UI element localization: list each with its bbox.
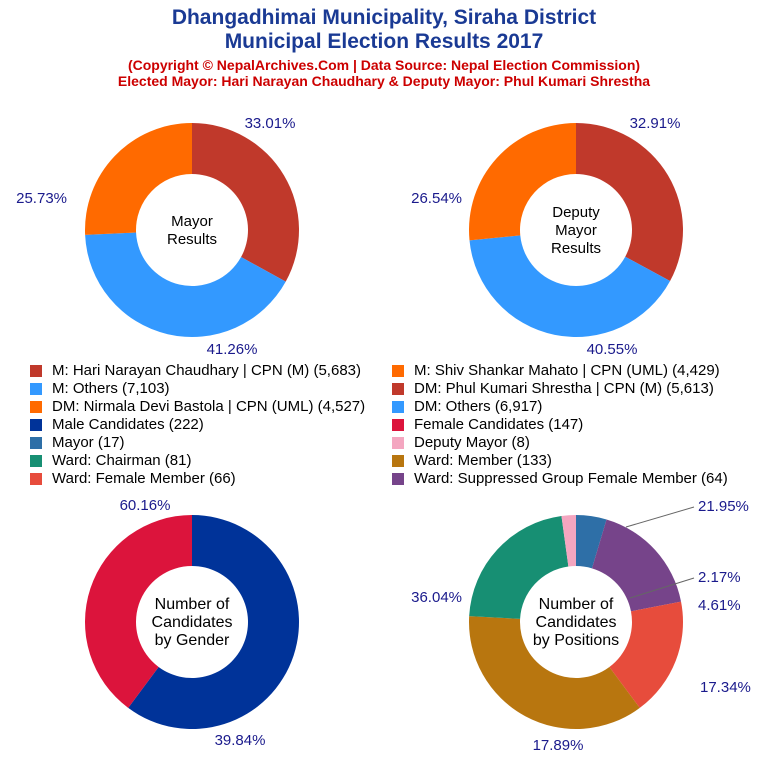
donut-center-label: Results bbox=[167, 231, 217, 248]
legend-swatch bbox=[392, 437, 404, 449]
donut-slice bbox=[591, 519, 682, 612]
legend-swatch bbox=[30, 365, 42, 377]
legend-swatch bbox=[30, 419, 42, 431]
leader-line bbox=[629, 577, 695, 599]
donut-center-label: Candidates bbox=[536, 614, 617, 631]
legend-swatch bbox=[30, 401, 42, 413]
donut-center-label: Number of bbox=[539, 596, 614, 613]
donut-slice bbox=[561, 515, 576, 567]
legend-swatch bbox=[392, 383, 404, 395]
legend-label: Ward: Female Member (66) bbox=[52, 470, 236, 487]
chart-subtitle-elected: Elected Mayor: Hari Narayan Chaudhary & … bbox=[117, 73, 651, 89]
legend-swatch bbox=[392, 473, 404, 485]
donut-slice bbox=[576, 515, 607, 569]
legend-swatch bbox=[30, 473, 42, 485]
donut-center-label: by Positions bbox=[533, 632, 619, 649]
legend-swatch bbox=[30, 455, 42, 467]
donut-center-label: Number of bbox=[155, 596, 230, 613]
donut-slice bbox=[85, 232, 286, 338]
donut-slice bbox=[469, 515, 569, 619]
donut-center-label: by Gender bbox=[155, 632, 230, 649]
slice-percent-label: 32.91% bbox=[630, 115, 681, 132]
donut-slice bbox=[85, 123, 192, 235]
legend-label: Ward: Suppressed Group Female Member (64… bbox=[414, 470, 728, 487]
donut-slice bbox=[576, 123, 683, 282]
slice-percent-label: 33.01% bbox=[245, 115, 296, 132]
donut-slice bbox=[468, 616, 640, 730]
chart-title: Dhangadhimai Municipality, Siraha Distri… bbox=[171, 6, 597, 29]
donut-chart: 4.61% 17.34% 17.89% 36.04% 21.95% 2.17% Number… bbox=[411, 498, 751, 754]
slice-percent-label: 21.95% bbox=[698, 498, 749, 515]
slice-percent-label: 40.55% bbox=[587, 341, 638, 358]
legend-swatch bbox=[30, 383, 42, 395]
slice-percent-label: 36.04% bbox=[411, 589, 462, 606]
legend-label: M: Hari Narayan Chaudhary | CPN (M) (5,6… bbox=[52, 362, 361, 379]
legend-swatch bbox=[30, 437, 42, 449]
donut-slice bbox=[469, 235, 671, 337]
donut-center-label: Results bbox=[551, 240, 601, 257]
legend-label: Ward: Chairman (81) bbox=[52, 452, 192, 469]
slice-percent-label: 17.89% bbox=[533, 737, 584, 754]
donut-slice bbox=[128, 515, 299, 729]
legend: M: Hari Narayan Chaudhary | CPN (M) (5,6… bbox=[0, 362, 768, 488]
donut-slice bbox=[192, 123, 299, 282]
donut-center-label: Mayor bbox=[555, 222, 597, 239]
slice-percent-label: 17.34% bbox=[700, 679, 751, 696]
legend-label: Deputy Mayor (8) bbox=[414, 434, 530, 451]
legend-label: DM: Nirmala Devi Bastola | CPN (UML) (4,… bbox=[52, 398, 366, 415]
donut-center-label: Candidates bbox=[152, 614, 233, 631]
legend-swatch bbox=[392, 401, 404, 413]
legend-swatch bbox=[392, 455, 404, 467]
legend-label: M: Others (7,103) bbox=[52, 380, 170, 397]
donut-slice bbox=[469, 123, 576, 241]
legend-label: Mayor (17) bbox=[52, 434, 125, 451]
donut-center-label: Deputy bbox=[552, 204, 600, 221]
legend-label: DM: Others (6,917) bbox=[414, 398, 543, 415]
chart-title-line-2: Municipal Election Results 2017 bbox=[224, 30, 544, 53]
slice-percent-label: 25.73% bbox=[16, 190, 67, 207]
donut-slice bbox=[84, 515, 192, 708]
slice-percent-label: 4.61% bbox=[698, 597, 741, 614]
legend-label: DM: Phul Kumari Shrestha | CPN (M) (5,61… bbox=[414, 380, 714, 397]
leader-line bbox=[625, 506, 695, 528]
legend-swatch bbox=[392, 419, 404, 431]
chart-subtitle-source: (Copyright © NepalArchives.Com | Data So… bbox=[127, 57, 641, 73]
donut-center-label: Mayor bbox=[171, 213, 213, 230]
slice-percent-label: 39.84% bbox=[215, 732, 266, 749]
donut-slice bbox=[609, 601, 683, 708]
legend-label: Ward: Member (133) bbox=[414, 452, 552, 469]
legend-label: Male Candidates (222) bbox=[52, 416, 204, 433]
slice-percent-label: 60.16% bbox=[120, 497, 171, 514]
legend-swatch bbox=[392, 365, 404, 377]
legend-label: Female Candidates (147) bbox=[414, 416, 584, 433]
slice-percent-label: 2.17% bbox=[698, 569, 741, 586]
legend-label: M: Shiv Shankar Mahato | CPN (UML) (4,42… bbox=[414, 362, 720, 379]
slice-percent-label: 41.26% bbox=[207, 341, 258, 358]
slice-percent-label: 26.54% bbox=[411, 190, 462, 207]
